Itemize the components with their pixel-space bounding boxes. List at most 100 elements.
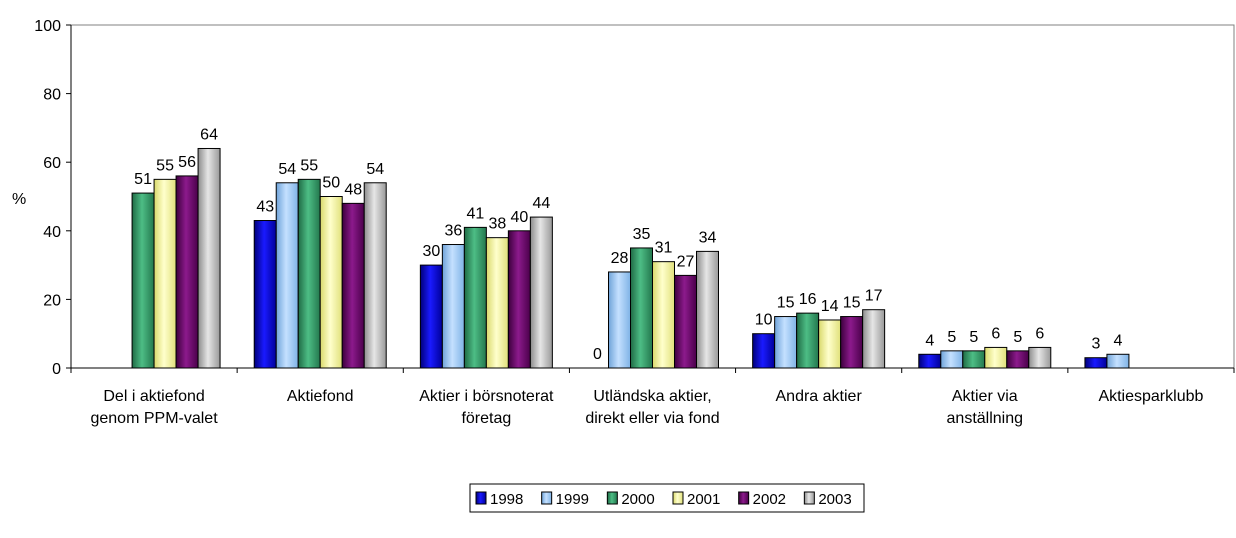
data-label: 48 (344, 181, 362, 198)
x-category-label: Aktiesparklubb (1098, 388, 1203, 405)
bar (608, 271, 631, 369)
bar (1106, 353, 1130, 369)
x-category-label: direkt eller via fond (585, 410, 719, 427)
data-label: 30 (422, 243, 440, 260)
bar (131, 192, 155, 369)
data-label: 15 (777, 295, 795, 312)
data-label: 4 (925, 332, 934, 349)
bar (752, 333, 776, 369)
bar (984, 346, 1008, 369)
data-label: 34 (699, 229, 717, 246)
x-category-label: genom PPM-valet (90, 410, 218, 427)
data-label: 44 (532, 195, 550, 212)
data-label: 4 (1113, 332, 1122, 349)
data-label: 54 (278, 161, 296, 178)
bar (253, 220, 277, 369)
data-label: 6 (1035, 325, 1044, 342)
bar (153, 178, 177, 369)
bar (1006, 350, 1030, 369)
data-label: 14 (821, 298, 839, 315)
data-label: 36 (444, 223, 462, 240)
y-tick-label: 40 (43, 224, 61, 241)
data-label: 0 (593, 346, 602, 363)
legend-box (469, 483, 865, 513)
bar (774, 316, 798, 369)
y-tick-label: 60 (43, 155, 61, 172)
bar (1084, 357, 1108, 369)
data-label: 41 (466, 205, 484, 222)
data-label: 17 (865, 288, 883, 305)
bar (1028, 346, 1052, 369)
data-label: 28 (611, 250, 629, 267)
data-label: 31 (655, 240, 673, 257)
legend-swatch (606, 491, 618, 505)
bar (275, 182, 299, 369)
data-label: 55 (300, 157, 318, 174)
bar (940, 350, 964, 369)
legend-label: 2000 (621, 491, 654, 508)
legend-label: 1998 (490, 491, 523, 508)
data-label: 3 (1091, 336, 1100, 353)
data-label: 50 (322, 175, 340, 192)
data-label: 35 (633, 226, 651, 243)
legend-label: 1999 (556, 491, 589, 508)
legend-swatch (803, 491, 815, 505)
bar (297, 178, 321, 369)
data-label: 64 (200, 126, 218, 143)
x-category-label: Del i aktiefond (103, 388, 204, 405)
data-label: 54 (366, 161, 384, 178)
data-label: 15 (843, 295, 861, 312)
legend: 1998 1999 2000 2001 2002 2003 (469, 483, 865, 513)
data-label: 51 (134, 171, 152, 188)
data-label: 10 (755, 312, 773, 329)
data-label: 5 (947, 329, 956, 346)
data-label: 6 (991, 325, 1000, 342)
data-label: 38 (488, 216, 506, 233)
x-category-label: anställning (947, 410, 1024, 427)
x-category-label: Andra aktier (776, 388, 863, 405)
bar (363, 182, 387, 369)
bar (341, 202, 365, 369)
legend-swatch (475, 491, 487, 505)
y-axis-label: % (12, 191, 26, 208)
data-label: 40 (510, 209, 528, 226)
bar (507, 230, 531, 369)
x-category-label: företag (461, 410, 511, 427)
data-label: 56 (178, 154, 196, 171)
x-category-label: Aktier via (952, 388, 1018, 405)
bar (818, 319, 842, 369)
bar (674, 274, 697, 369)
y-tick-label: 100 (34, 18, 61, 35)
bar (652, 261, 675, 369)
legend-label: 2003 (818, 491, 851, 508)
y-tick-label: 80 (43, 87, 61, 104)
bar (485, 237, 509, 369)
bar (197, 147, 221, 369)
bar (319, 196, 343, 369)
bar (840, 316, 864, 369)
data-label: 5 (1013, 329, 1022, 346)
bar (862, 309, 886, 369)
data-label: 16 (799, 291, 817, 308)
bar (696, 250, 719, 369)
bar (962, 350, 986, 369)
data-label: 43 (256, 199, 274, 216)
bar (463, 226, 487, 369)
x-category-label: Aktiefond (287, 388, 354, 405)
legend-swatch (738, 491, 750, 505)
legend-swatch (672, 491, 684, 505)
bar (796, 312, 820, 369)
bar (529, 216, 553, 369)
data-label: 27 (677, 253, 695, 270)
data-label: 5 (969, 329, 978, 346)
y-tick-label: 20 (43, 292, 61, 309)
data-label: 55 (156, 157, 174, 174)
bar (918, 353, 942, 369)
legend-label: 2001 (687, 491, 720, 508)
y-tick-label: 0 (52, 361, 61, 378)
x-category-label: Aktier i börsnoterat (419, 388, 554, 405)
legend-swatch (541, 491, 553, 505)
legend-label: 2002 (753, 491, 786, 508)
